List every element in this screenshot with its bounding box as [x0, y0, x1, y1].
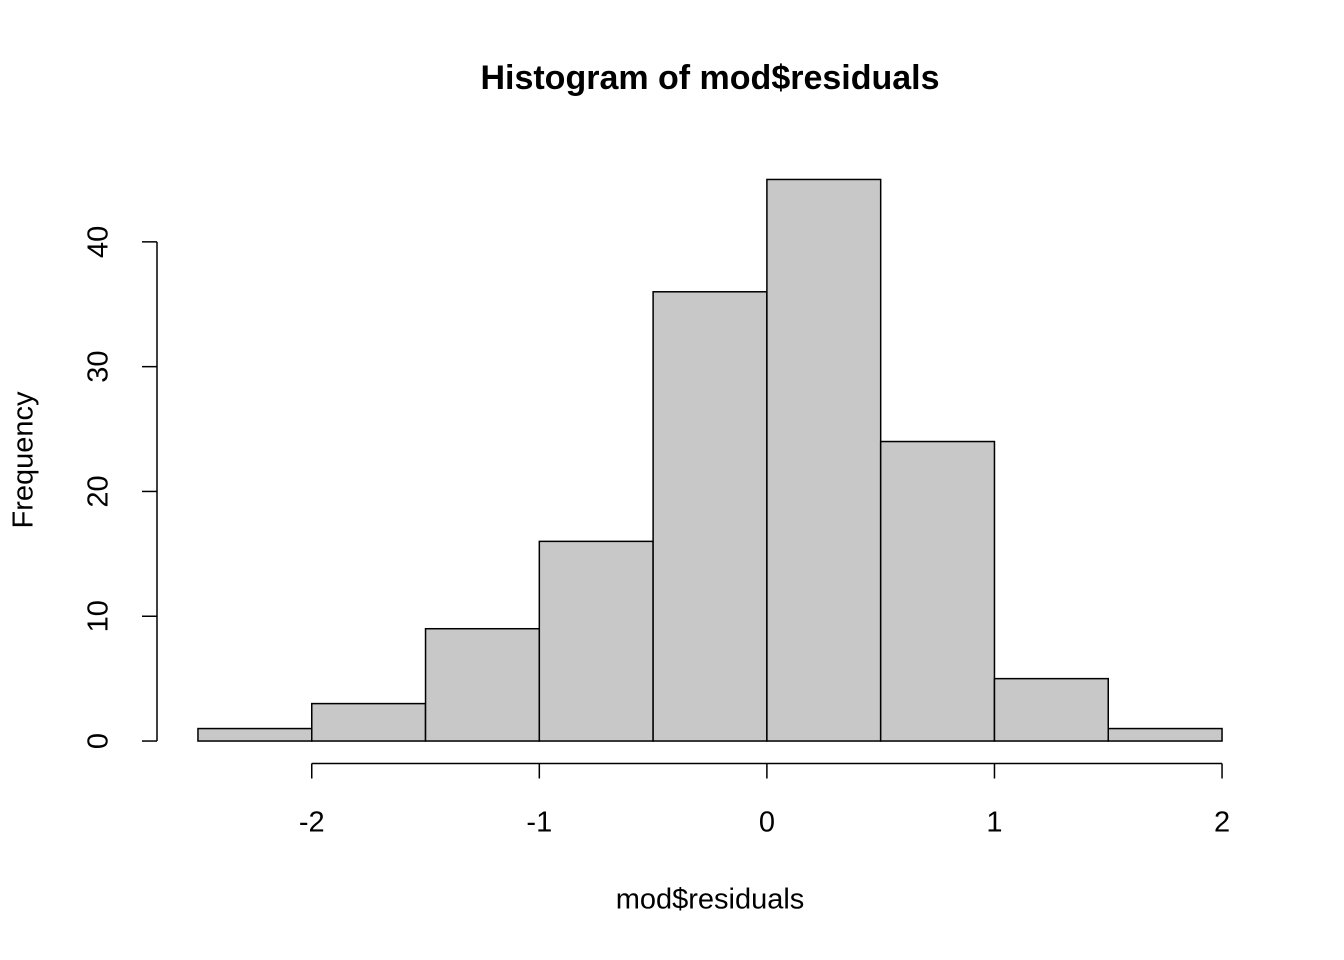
x-tick-label: 0 — [759, 807, 775, 839]
bar — [310, 702, 427, 742]
bar — [652, 291, 768, 742]
y-tick-label: 0 — [83, 733, 115, 749]
bar — [766, 178, 882, 742]
chart-title: Histogram of mod$residuals — [480, 59, 939, 97]
y-tick-label: 20 — [83, 475, 115, 507]
x-axis-label: mod$residuals — [616, 884, 805, 916]
x-tick-label: 1 — [986, 807, 1002, 839]
y-axis-label: Frequency — [8, 391, 40, 529]
bar — [197, 727, 313, 742]
bar — [424, 627, 541, 742]
bar — [1107, 727, 1223, 742]
y-tick-label: 10 — [83, 600, 115, 632]
x-tick-label: -2 — [299, 807, 325, 839]
x-tick-label: 2 — [1214, 807, 1230, 839]
bar — [538, 540, 654, 742]
y-tick-label: 40 — [83, 226, 115, 258]
x-tick-label: -1 — [526, 807, 552, 839]
bar — [993, 677, 1110, 742]
bar — [879, 440, 996, 742]
y-tick-label: 30 — [83, 351, 115, 383]
